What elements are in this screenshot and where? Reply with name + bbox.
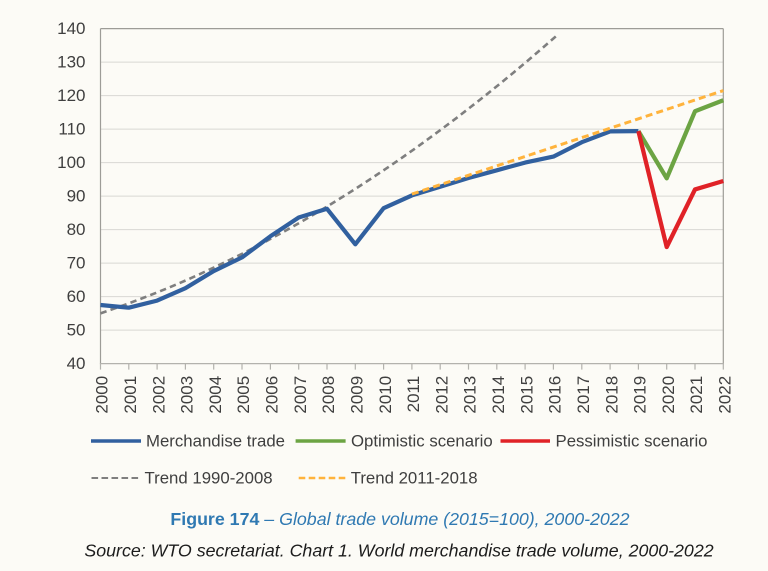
svg-text:50: 50 [67, 321, 86, 340]
svg-text:2019: 2019 [631, 376, 650, 414]
svg-text:80: 80 [67, 220, 86, 239]
svg-text:2007: 2007 [291, 376, 310, 414]
svg-text:Pessimistic scenario: Pessimistic scenario [556, 432, 708, 451]
svg-text:2012: 2012 [432, 376, 451, 414]
svg-text:120: 120 [57, 86, 85, 105]
svg-text:Figure 174 – Global trade volu: Figure 174 – Global trade volume (2015=1… [170, 509, 629, 529]
svg-text:2000: 2000 [93, 376, 112, 414]
svg-text:Trend 1990-2008: Trend 1990-2008 [145, 469, 273, 488]
svg-text:2015: 2015 [517, 376, 536, 414]
svg-text:2004: 2004 [206, 376, 225, 414]
svg-text:2011: 2011 [404, 376, 423, 413]
svg-text:2001: 2001 [121, 376, 140, 414]
svg-text:130: 130 [57, 53, 85, 72]
svg-text:2020: 2020 [659, 376, 678, 414]
svg-text:2017: 2017 [574, 376, 593, 414]
svg-text:2008: 2008 [319, 376, 338, 414]
svg-text:2014: 2014 [489, 376, 508, 414]
svg-text:2003: 2003 [178, 376, 197, 414]
svg-text:2002: 2002 [149, 376, 168, 414]
svg-text:Merchandise trade: Merchandise trade [146, 432, 285, 451]
svg-text:2018: 2018 [602, 376, 621, 414]
svg-text:Trend 2011-2018: Trend 2011-2018 [351, 469, 478, 488]
svg-text:70: 70 [67, 254, 86, 273]
svg-text:60: 60 [67, 287, 86, 306]
svg-text:90: 90 [67, 187, 86, 206]
svg-text:110: 110 [58, 120, 85, 139]
svg-text:2021: 2021 [687, 376, 706, 414]
svg-text:40: 40 [67, 354, 86, 373]
svg-text:100: 100 [57, 153, 85, 172]
svg-text:2006: 2006 [263, 376, 282, 414]
svg-text:140: 140 [57, 19, 85, 38]
svg-text:2013: 2013 [461, 376, 480, 414]
svg-text:Source: WTO secretariat. Chart: Source: WTO secretariat. Chart 1. World … [84, 541, 713, 561]
svg-text:2010: 2010 [376, 376, 395, 414]
svg-text:2016: 2016 [546, 376, 565, 414]
svg-text:2009: 2009 [348, 376, 367, 414]
svg-text:Optimistic scenario: Optimistic scenario [351, 432, 493, 451]
svg-text:2022: 2022 [716, 376, 735, 414]
svg-text:2005: 2005 [234, 376, 253, 414]
